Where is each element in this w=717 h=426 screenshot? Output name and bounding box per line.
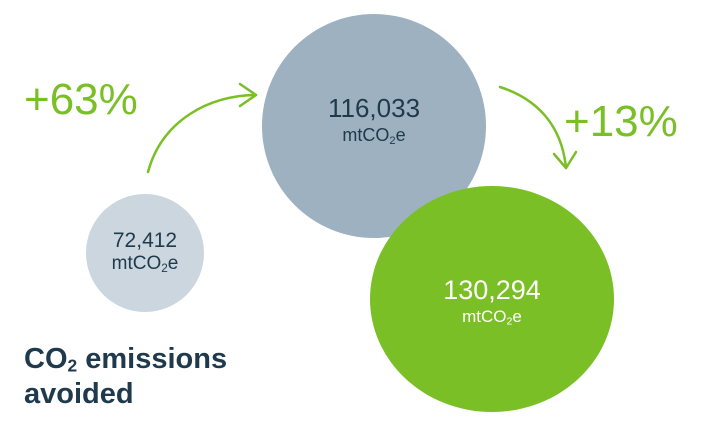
caption: CO2 emissions avoided — [24, 342, 227, 412]
bubble-unit: mtCO2e — [111, 253, 179, 276]
bubble-value: 130,294 — [443, 274, 541, 305]
arrow-1-head — [238, 82, 258, 108]
bubble-116033: 116,033 mtCO2e — [262, 14, 486, 238]
change-label-63: +63% — [24, 75, 138, 124]
arrow-1 — [146, 93, 258, 174]
bubble-72412: 72,412 mtCO2e — [86, 194, 204, 312]
bubble-value: 116,033 — [327, 92, 421, 123]
bubble-130294: 130,294 mtCO2e — [370, 186, 614, 412]
arrow-2-head — [552, 150, 578, 170]
change-label-13: +13% — [564, 97, 678, 146]
caption-line-2: avoided — [24, 377, 134, 410]
caption-line-1: CO2 emissions — [24, 343, 228, 376]
bubble-unit: mtCO2e — [342, 125, 406, 147]
bubble-value: 72,412 — [112, 229, 178, 253]
bubble-unit: mtCO2e — [462, 307, 522, 328]
arrow-2 — [498, 85, 568, 170]
